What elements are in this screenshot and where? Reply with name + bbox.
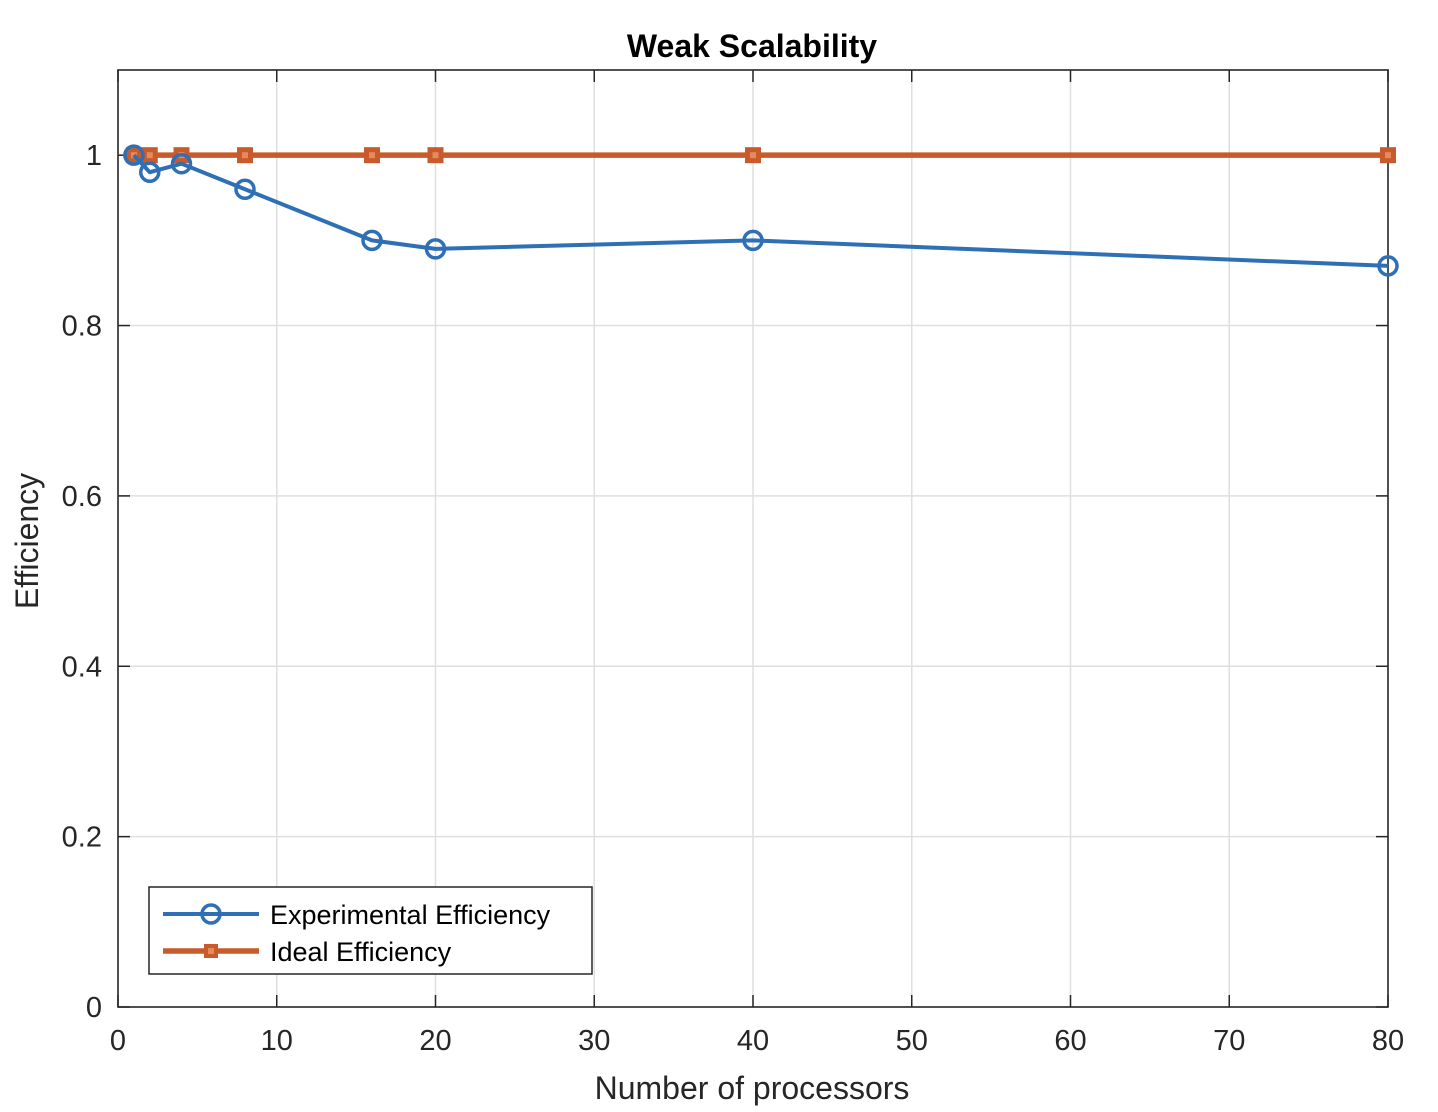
data-point (742, 229, 764, 252)
x-tick-label: 0 (110, 1025, 126, 1057)
data-point-inner (369, 152, 375, 159)
data-point-inner (242, 152, 248, 159)
x-tick-label: 20 (419, 1025, 451, 1057)
y-tick-label: 0.4 (62, 651, 102, 683)
y-tick-label: 0.8 (62, 311, 102, 343)
x-tick-label: 10 (261, 1025, 293, 1057)
x-tick-label: 50 (896, 1025, 928, 1057)
legend-marker (200, 903, 222, 925)
x-tick-label: 30 (578, 1025, 610, 1057)
legend-label: Experimental Efficiency (270, 900, 551, 930)
y-tick-label: 0 (86, 992, 102, 1024)
x-tick-label: 80 (1372, 1025, 1404, 1057)
y-axis-label: Efficiency (9, 473, 45, 609)
data-point (424, 238, 447, 260)
data-point (234, 178, 256, 201)
data-point (361, 229, 383, 252)
x-tick-label: 40 (737, 1025, 769, 1057)
data-point-inner (146, 152, 153, 159)
data-point (139, 161, 161, 183)
series-line (132, 153, 1389, 268)
legend-marker-inner (208, 948, 214, 954)
y-tick-label: 0.6 (62, 481, 102, 513)
chart-title: Weak Scalability (627, 28, 877, 64)
x-tick-label: 70 (1213, 1025, 1245, 1057)
legend-item: Experimental Efficiency (163, 900, 551, 930)
data-point (123, 144, 145, 166)
x-axis-label: Number of processors (595, 1070, 910, 1106)
data-point (170, 152, 193, 175)
tick-marks (117, 70, 1389, 1008)
tick-labels: 0 10 20 30 40 50 60 70 80 0 0.2 0.4 0.6 0.8 1 (62, 140, 1404, 1057)
data-point-inner (1385, 152, 1391, 159)
legend-label: Ideal Efficiency (270, 937, 452, 967)
data-point-inner (432, 152, 439, 159)
x-tick-label: 60 (1054, 1025, 1086, 1057)
data-point-inner (750, 152, 756, 159)
series-experimental (123, 144, 1399, 277)
series-ideal (125, 147, 1396, 164)
series-layer (123, 144, 1399, 277)
legend: Experimental Efficiency Ideal Efficiency (148, 886, 593, 975)
legend-item: Ideal Efficiency (163, 937, 452, 967)
data-point (1377, 255, 1399, 277)
y-tick-label: 1 (86, 140, 102, 172)
legend-box (148, 886, 593, 975)
y-tick-label: 0.2 (62, 822, 102, 854)
